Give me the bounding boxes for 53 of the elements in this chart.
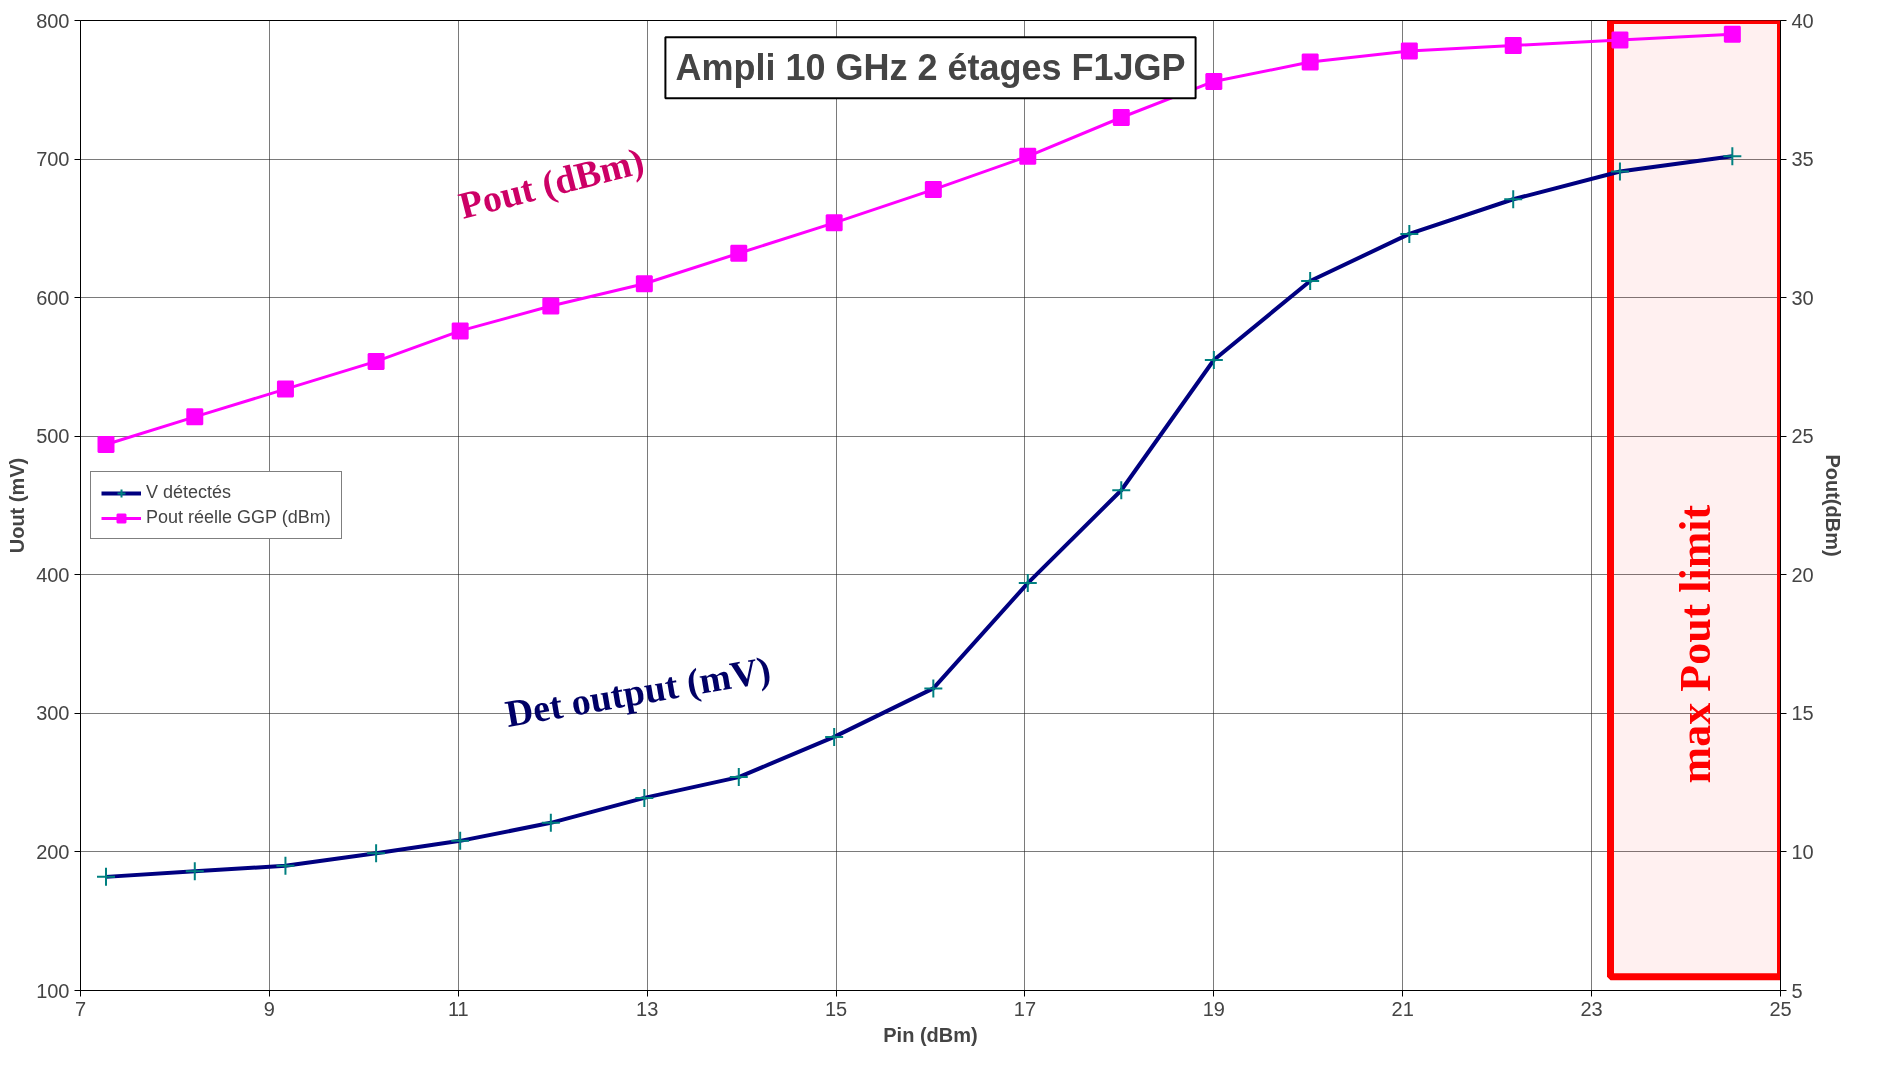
point xyxy=(542,297,560,315)
x-tick-label: 7 xyxy=(74,997,87,1020)
text: Ampli 10 GHz 2 étages F1JGP xyxy=(675,47,1186,89)
y2-axis-title: Pout(dBm) xyxy=(1821,454,1844,557)
point xyxy=(1504,36,1522,54)
point xyxy=(1400,42,1418,60)
point xyxy=(1112,109,1130,126)
x-axis-title: Pin (dBm) xyxy=(883,1023,978,1046)
x-tick-label: 17 xyxy=(1013,997,1037,1020)
point xyxy=(825,214,843,232)
y2-tick-label: 40 xyxy=(1791,9,1814,32)
y2-tick-label: 15 xyxy=(1791,702,1814,725)
y2-tick-label: 30 xyxy=(1791,286,1814,309)
x-tick-label: 13 xyxy=(636,997,659,1020)
point xyxy=(1205,72,1223,90)
y2-tick-label: 5 xyxy=(1791,979,1803,1002)
x-tick-label: 25 xyxy=(1769,997,1792,1020)
x-tick-label: 15 xyxy=(824,997,848,1020)
y-tick-label: 400 xyxy=(36,563,70,586)
legend-label: Pout réelle GGP (dBm) xyxy=(146,507,331,528)
y2-tick-label: 20 xyxy=(1791,563,1814,586)
point xyxy=(1723,25,1741,43)
point xyxy=(730,244,748,262)
y-tick-label: 100 xyxy=(36,979,70,1002)
y2-tick-label: 25 xyxy=(1791,425,1814,448)
x-tick-label: 11 xyxy=(447,997,469,1020)
point xyxy=(1019,147,1037,165)
point xyxy=(97,436,115,454)
y2-tick-label: 10 xyxy=(1791,840,1814,863)
point xyxy=(186,408,204,426)
y-tick-label: 500 xyxy=(36,425,70,448)
point xyxy=(924,181,942,199)
point xyxy=(1301,53,1319,71)
point xyxy=(635,275,653,293)
x-tick-label: 23 xyxy=(1580,997,1603,1020)
y-tick-label: 700 xyxy=(36,148,70,171)
y-tick-label: 800 xyxy=(36,9,70,32)
point xyxy=(276,380,294,398)
band-label: max Pout limit xyxy=(1671,504,1720,784)
annotation: Pout (dBm) xyxy=(454,139,649,228)
y-tick-label: 200 xyxy=(36,840,70,863)
y2-tick-label: 35 xyxy=(1791,148,1814,171)
point xyxy=(367,352,385,370)
x-tick-label: 19 xyxy=(1202,997,1225,1020)
y-tick-label: 300 xyxy=(36,702,70,725)
legend-label: V détectés xyxy=(146,482,232,503)
y-axis-title: Uout (mV) xyxy=(6,457,29,554)
y-tick-label: 600 xyxy=(36,286,70,309)
annotation: Det output (mV) xyxy=(502,648,774,736)
point xyxy=(1611,31,1629,49)
point xyxy=(451,322,469,340)
x-tick-label: 21 xyxy=(1391,997,1414,1020)
x-tick-label: 9 xyxy=(263,997,275,1020)
